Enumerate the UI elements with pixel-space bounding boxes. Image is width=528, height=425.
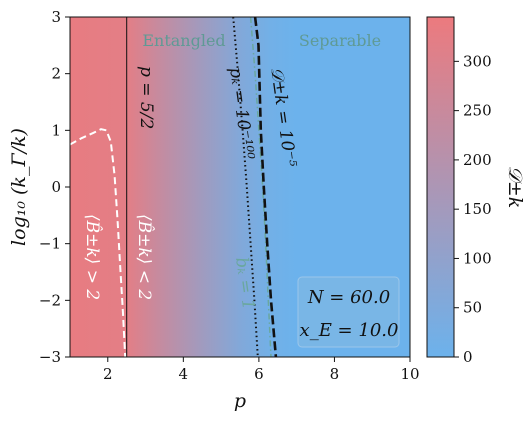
y-axis-label: log₁₀ (k_Γ/k)	[8, 128, 30, 246]
x-axis-label: p	[234, 390, 246, 412]
colorbar-tick-label: 150	[463, 200, 492, 218]
colorbar-tick-label: 250	[463, 102, 492, 120]
y-tick-label: −3	[39, 348, 61, 366]
colorbar-tick-label: 100	[463, 249, 492, 267]
contour-d-contour	[253, 17, 278, 357]
contour-bk-contour	[249, 17, 272, 357]
colorbar-tick-label: 200	[463, 151, 492, 169]
x-tick-label: 2	[103, 365, 113, 383]
y-tick-label: 3	[51, 8, 61, 26]
colorbar-tick-label: 0	[463, 348, 473, 366]
y-tick-label: −1	[39, 235, 61, 253]
label-p-vertical: p = 5/2	[136, 66, 156, 129]
label-bhat-less: ⟨B̂±k⟩ < 2	[134, 214, 154, 300]
colorbar	[426, 16, 455, 358]
param-xe: x_E = 10.0	[300, 320, 399, 341]
region-label-separable: Separable	[299, 31, 381, 50]
label-bhat-greater: ⟨B̂±k⟩ > 2	[82, 214, 102, 300]
y-tick-label: 2	[51, 65, 61, 83]
parameters-box	[297, 276, 400, 348]
colorbar-tick-label: 300	[463, 52, 492, 70]
colorbar-label: 𝒟±k	[504, 166, 526, 209]
colorbar-tick-label: 50	[463, 299, 482, 317]
contour-pk-contour	[232, 17, 259, 357]
y-tick-label: 0	[51, 178, 61, 196]
param-n: N = 60.0	[307, 287, 390, 308]
x-tick-label: 6	[254, 365, 264, 383]
x-tick-label: 8	[330, 365, 340, 383]
y-tick-label: 1	[51, 121, 61, 139]
contour-bhat-2	[70, 128, 127, 357]
x-tick-label: 4	[179, 365, 189, 383]
region-label-entangled: Entangled	[142, 31, 225, 50]
y-tick-label: −2	[39, 291, 61, 309]
x-tick-label: 10	[400, 365, 419, 383]
